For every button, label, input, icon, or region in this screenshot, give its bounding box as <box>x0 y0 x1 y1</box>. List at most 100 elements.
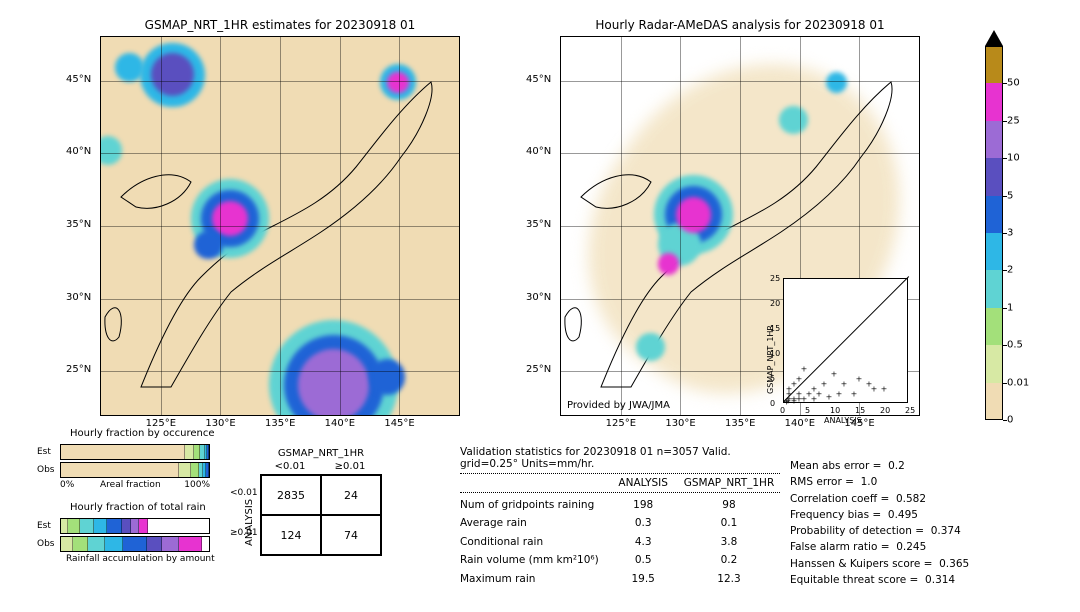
lon-tick-label: 135°E <box>725 418 755 429</box>
lat-tick-label: 30°N <box>526 292 551 303</box>
scatter-xtick: 10 <box>830 406 840 415</box>
val-row-analysis: 0.5 <box>608 551 678 569</box>
gridline-h <box>561 81 919 82</box>
scatter-marker: + <box>851 390 858 399</box>
hf-seg <box>73 537 88 551</box>
lat-tick-label: 35°N <box>66 219 91 230</box>
colorbar-tick <box>1003 420 1007 421</box>
hf-seg <box>207 445 208 459</box>
ct-cell-11: 74 <box>321 515 381 555</box>
hf-seg <box>61 519 68 533</box>
lon-tick-label: 145°E <box>384 418 414 429</box>
val-row-analysis: 19.5 <box>608 570 678 588</box>
scatter-ytick: 0 <box>770 399 775 408</box>
scatter-marker: + <box>811 395 818 404</box>
skill-row: Frequency bias = 0.495 <box>790 507 969 523</box>
hf-seg <box>105 537 123 551</box>
left-map-panel: GSMAP_NRT_1HR estimates for 20230918 01 … <box>100 36 460 416</box>
val-row-analysis: 0.3 <box>608 514 678 532</box>
lat-tick-label: 45°N <box>526 74 551 85</box>
scatter-xtick: 20 <box>880 406 890 415</box>
ct-col-header: GSMAP_NRT_1HR <box>260 448 382 459</box>
skill-label: Mean abs error = <box>790 460 881 472</box>
val-row-analysis: 4.3 <box>608 533 678 551</box>
hf-seg <box>94 519 107 533</box>
precip-blob <box>636 333 665 362</box>
lon-tick-label: 130°E <box>665 418 695 429</box>
ct-cell-01: 24 <box>321 475 381 515</box>
ct-cell-10: 124 <box>261 515 321 555</box>
gridline-h <box>561 226 919 227</box>
scatter-marker: + <box>856 375 863 384</box>
left-map-bg <box>101 37 459 415</box>
ct-row-header: ANALYSIS <box>244 499 255 546</box>
hf-occ-xaxis-label: Areal fraction <box>100 480 161 490</box>
val-row-analysis: 198 <box>608 496 678 514</box>
scatter-marker: + <box>841 380 848 389</box>
precip-blob <box>676 197 712 233</box>
val-col-analysis: ANALYSIS <box>608 477 678 489</box>
gridline-h <box>101 153 459 154</box>
colorbar-tick <box>1003 158 1007 159</box>
ct-cell-00: 2835 <box>261 475 321 515</box>
val-col-gsmap: GSMAP_NRT_1HR <box>678 477 780 489</box>
gridline-h <box>101 226 459 227</box>
skill-value: 0.314 <box>925 574 955 586</box>
skill-value: 0.582 <box>896 493 926 505</box>
val-row-gsmap: 98 <box>678 496 780 514</box>
colorbar-tick <box>1003 270 1007 271</box>
hf-seg <box>191 463 198 477</box>
colorbar-tick-label: 50 <box>1007 78 1020 89</box>
hourly-fraction-total: Hourly fraction of total rain EstObs Rai… <box>60 516 240 564</box>
val-row-label: Maximum rain <box>460 570 608 588</box>
lat-tick-label: 40°N <box>66 146 91 157</box>
colorbar-tick-label: 25 <box>1007 115 1020 126</box>
scatter-inset: +++++++++++++++++++++++++++0055101015152… <box>783 278 908 403</box>
scatter-xtick: 15 <box>855 406 865 415</box>
skill-row: False alarm ratio = 0.245 <box>790 539 969 555</box>
ct-row-lbl-1: ≥0.01 <box>230 528 258 538</box>
hf-seg <box>131 519 140 533</box>
skill-row: RMS error = 1.0 <box>790 474 969 490</box>
hf-occ-100pct: 100% <box>184 480 210 490</box>
skill-value: 0.245 <box>896 541 926 553</box>
colorbar-tick-label: 0 <box>1007 415 1013 426</box>
validation-stats: Validation statistics for 20230918 01 n=… <box>460 446 780 588</box>
hf-seg <box>61 463 179 477</box>
scatter-marker: + <box>881 385 888 394</box>
gridline-h <box>561 153 919 154</box>
contingency-table: GSMAP_NRT_1HR <0.01 ≥0.01 ANALYSIS <0.01… <box>260 448 382 556</box>
hf-row-label: Obs <box>37 539 55 549</box>
skill-value: 0.2 <box>888 460 905 472</box>
scatter-marker: + <box>866 380 873 389</box>
colorbar-tick-label: 0.01 <box>1007 377 1029 388</box>
hf-seg <box>107 519 122 533</box>
lat-tick-label: 35°N <box>526 219 551 230</box>
colorbar-tick <box>1003 383 1007 384</box>
hf-row-obs: Obs <box>60 462 210 478</box>
val-row-gsmap: 0.1 <box>678 514 780 532</box>
val-row-gsmap: 0.2 <box>678 551 780 569</box>
val-row-gsmap: 12.3 <box>678 570 780 588</box>
scatter-marker: + <box>796 375 803 384</box>
hf-seg <box>139 519 148 533</box>
hf-row-label: Obs <box>37 465 55 475</box>
val-row: Maximum rain19.512.3 <box>460 570 780 588</box>
skill-row: Correlation coeff = 0.582 <box>790 491 969 507</box>
hf-seg <box>147 537 162 551</box>
skill-scores: Mean abs error = 0.2RMS error = 1.0Corre… <box>790 458 969 588</box>
precip-blob <box>115 53 144 82</box>
val-row-gsmap: 3.8 <box>678 533 780 551</box>
hf-tot-footer: Rainfall accumulation by amount <box>66 554 240 564</box>
lon-tick-label: 140°E <box>325 418 355 429</box>
colorbar-over-arrow <box>985 30 1003 46</box>
lat-tick-label: 30°N <box>66 292 91 303</box>
hf-row-obs: Obs <box>60 536 210 552</box>
scatter-xlabel: ANALYSIS <box>824 416 862 425</box>
skill-row: Mean abs error = 0.2 <box>790 458 969 474</box>
colorbar-tick <box>1003 345 1007 346</box>
scatter-marker: + <box>831 370 838 379</box>
scatter-ylabel: GSMAP_NRT_1HR <box>766 325 775 394</box>
val-row: Num of gridpoints raining19898 <box>460 496 780 514</box>
provided-by-text: Provided by JWA/JMA <box>567 400 670 411</box>
